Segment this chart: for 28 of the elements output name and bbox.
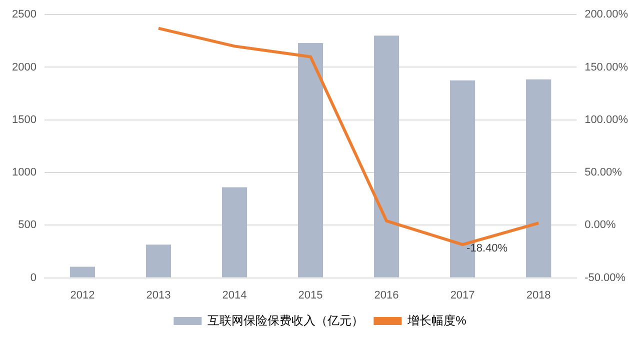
x-tick-label: 2012 [70, 289, 95, 302]
bar [146, 244, 172, 278]
bar [298, 43, 324, 278]
x-tick-label: 2015 [298, 289, 323, 302]
y2-tick-label: 200.00% [584, 8, 628, 21]
x-tick-label: 2013 [146, 289, 171, 302]
bar [222, 187, 248, 278]
y-tick-label: 1500 [12, 114, 36, 126]
bar [374, 36, 400, 278]
y-tick-label: 1000 [12, 166, 36, 179]
y2-tick-label: 0.00% [584, 219, 616, 232]
x-tick-label: 2018 [526, 289, 551, 302]
bar [526, 79, 552, 278]
x-tick-label: 2016 [374, 289, 399, 302]
y2-tick-label: 100.00% [584, 114, 628, 126]
y-tick-label: 2000 [12, 61, 36, 74]
y-tick-label: 2500 [12, 8, 36, 21]
y2-tick-label: 150.00% [584, 61, 628, 74]
x-tick-label: 2017 [450, 289, 475, 302]
data-label: -18.40% [466, 242, 508, 255]
y2-tick-label: -50.00% [584, 272, 626, 284]
x-tick-label: 2014 [222, 289, 247, 302]
legend-label: 互联网保险保费收入（亿元） [208, 313, 364, 328]
legend-label: 增长幅度% [406, 313, 467, 328]
y-tick-label: 500 [18, 219, 36, 232]
y2-tick-label: 50.00% [584, 166, 622, 179]
bar [70, 266, 96, 278]
y-tick-label: 0 [30, 272, 36, 284]
